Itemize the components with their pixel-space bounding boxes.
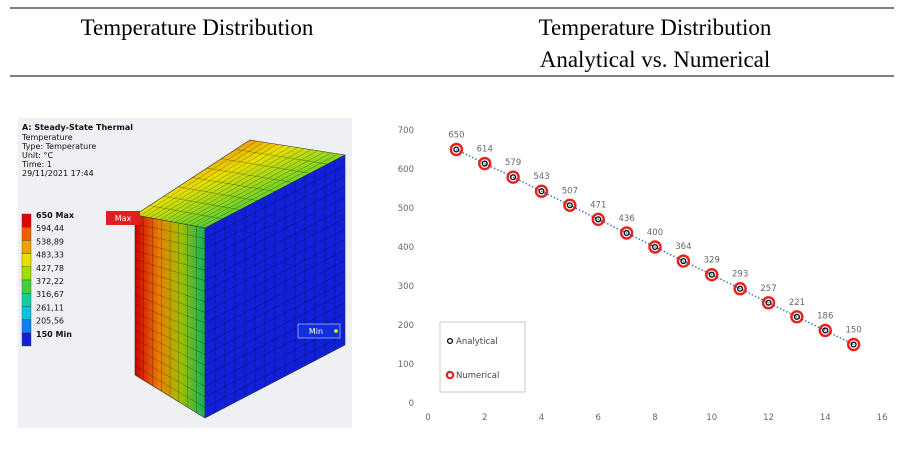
column-header: Temperature Distribution xyxy=(81,15,314,40)
y-tick-label: 700 xyxy=(398,126,414,136)
data-label: 400 xyxy=(647,228,663,238)
figure: Temperature Distribution Temperature Dis… xyxy=(0,0,904,468)
x-tick-label: 14 xyxy=(820,413,831,423)
y-tick-label: 400 xyxy=(398,243,414,253)
column-header: Temperature Distribution xyxy=(539,15,772,40)
legend-swatch xyxy=(22,254,31,267)
data-label: 257 xyxy=(760,284,776,294)
analysis-title: A: Steady-State Thermal xyxy=(22,123,133,132)
max-label: Max xyxy=(115,214,132,223)
data-label: 329 xyxy=(704,256,720,266)
data-label: 471 xyxy=(590,200,606,210)
legend-label: 261,11 xyxy=(36,303,64,312)
legend-label: 483,33 xyxy=(36,251,64,260)
x-tick-label: 8 xyxy=(652,413,657,423)
y-tick-label: 100 xyxy=(398,360,414,370)
legend-swatch xyxy=(22,214,31,227)
legend-label: 427,78 xyxy=(36,264,64,273)
data-label: 293 xyxy=(732,270,748,280)
min-point xyxy=(334,329,338,333)
trend-line xyxy=(456,150,853,345)
data-label: 650 xyxy=(448,131,464,141)
info-line: Unit: °C xyxy=(22,151,54,160)
x-tick-label: 10 xyxy=(706,413,717,423)
info-line: Temperature xyxy=(21,133,73,142)
x-tick-label: 2 xyxy=(482,413,487,423)
chart: 0 100 200 300 400 500 600 700 0 2 4 6 8 10 12 14 16 650 61… xyxy=(398,126,888,423)
data-label: 579 xyxy=(505,158,521,168)
y-tick-label: 600 xyxy=(398,165,414,175)
data-label: 221 xyxy=(789,298,805,308)
info-line: Time: 1 xyxy=(21,160,52,169)
y-tick-label: 300 xyxy=(398,282,414,292)
x-tick-label: 0 xyxy=(425,413,430,423)
legend-label: 538,89 xyxy=(36,237,64,246)
legend-label: 372,22 xyxy=(36,277,64,286)
data-label: 614 xyxy=(477,145,493,155)
x-tick-label: 16 xyxy=(877,413,888,423)
x-tick-label: 12 xyxy=(763,413,774,423)
data-label: 436 xyxy=(619,214,635,224)
simulation-image: A: Steady-State Thermal Max Min Temperat… xyxy=(18,118,352,428)
legend-label: 150 Min xyxy=(36,330,72,339)
data-label: 364 xyxy=(675,242,691,252)
marker xyxy=(848,339,859,350)
data-label: 507 xyxy=(562,186,578,196)
y-tick-label: 500 xyxy=(398,204,414,214)
data-label: 186 xyxy=(817,311,833,321)
legend-label: 316,67 xyxy=(36,290,64,299)
legend-label: Numerical xyxy=(456,371,499,381)
legend-swatch xyxy=(22,306,31,319)
legend-label: 205,56 xyxy=(36,317,64,326)
legend-swatch xyxy=(22,333,31,346)
y-tick-label: 0 xyxy=(409,399,414,409)
y-tick-label: 200 xyxy=(398,321,414,331)
legend-swatch xyxy=(22,293,31,306)
legend-label: 594,44 xyxy=(36,224,64,233)
column-header: Analytical vs. Numerical xyxy=(540,47,771,72)
legend-swatch xyxy=(22,240,31,253)
data-label: 150 xyxy=(846,326,862,336)
legend-label: 650 Max xyxy=(36,211,75,220)
info-line: 29/11/2021 17:44 xyxy=(22,169,94,178)
data-label: 543 xyxy=(533,172,549,182)
info-line: Type: Temperature xyxy=(21,142,96,151)
legend-label: Analytical xyxy=(456,337,498,347)
x-tick-label: 6 xyxy=(596,413,601,423)
min-label: Min xyxy=(309,327,323,336)
legend-swatch xyxy=(22,267,31,280)
legend-swatch xyxy=(22,320,31,333)
legend-swatch xyxy=(22,280,31,293)
legend-box xyxy=(440,322,525,392)
legend-swatch xyxy=(22,227,31,240)
x-tick-label: 4 xyxy=(539,413,544,423)
